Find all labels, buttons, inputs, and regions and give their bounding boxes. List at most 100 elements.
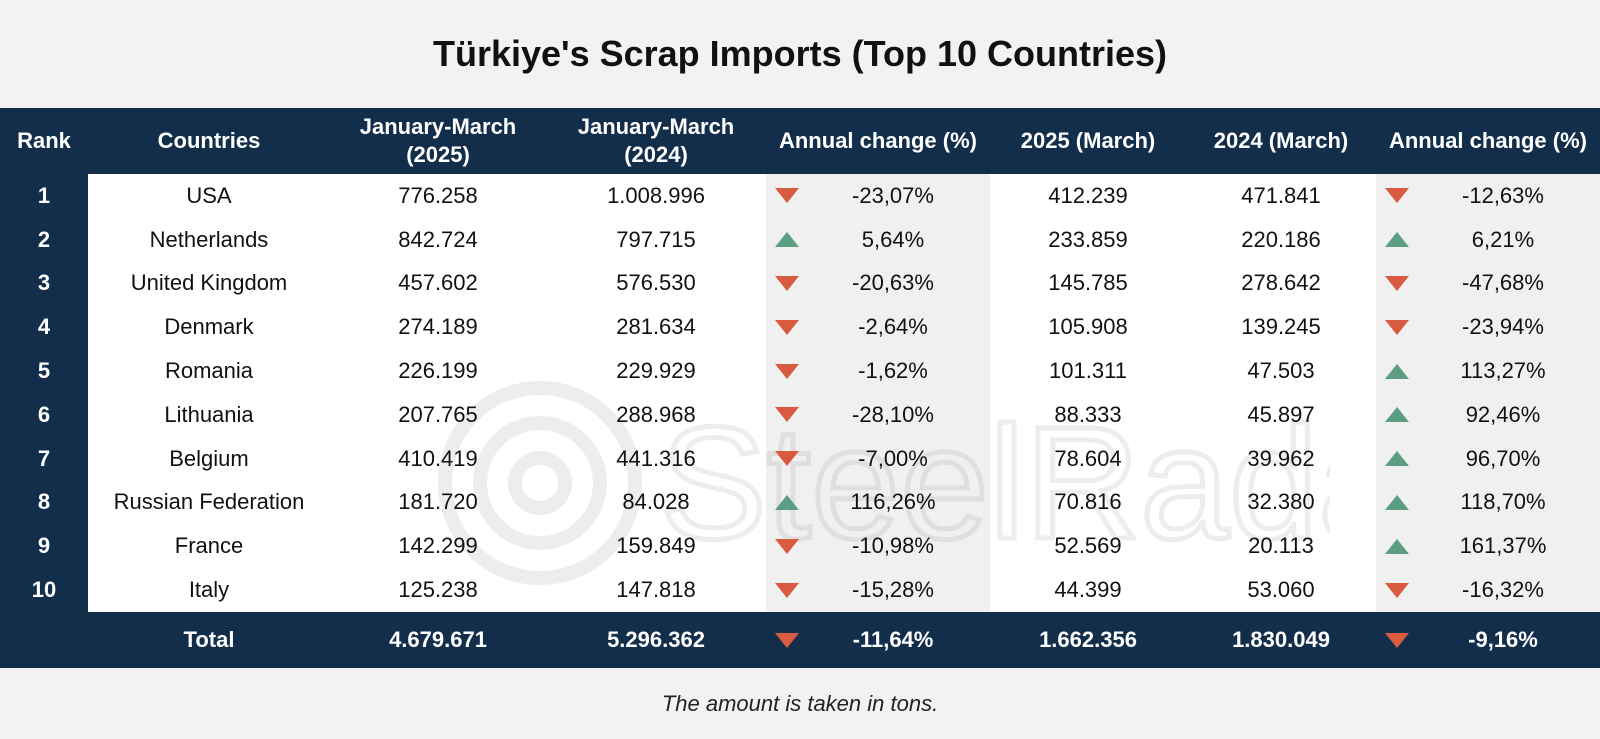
country-cell: Denmark — [164, 314, 254, 340]
march-2024-cell: 471.841 — [1241, 182, 1321, 208]
march-change-up-arrow-icon — [1385, 232, 1409, 248]
q1-2024-cell: 84.028 — [622, 489, 690, 515]
rank-cell: 7 — [37, 445, 51, 471]
rank-cell: 2 — [37, 226, 51, 252]
total-march-2025: 1.662.356 — [1039, 627, 1137, 652]
march-2025-cell: 88.333 — [1054, 401, 1122, 427]
chart-title: Türkiye's Scrap Imports (Top 10 Countrie… — [432, 33, 1168, 74]
country-cell: USA — [186, 182, 232, 208]
q1-2024-cell: 797.715 — [616, 226, 696, 252]
q1-2024-cell: 159.849 — [616, 533, 696, 559]
q1-2024-cell: 147.818 — [616, 577, 696, 603]
march-change-down-arrow-icon — [1385, 188, 1409, 204]
q1-2025-cell: 142.299 — [398, 533, 478, 559]
march-change-cell: 113,27% — [1460, 358, 1546, 384]
march-change-down-arrow-icon — [1385, 276, 1409, 291]
q1-change-down-arrow-icon — [775, 319, 799, 335]
total-march-2024: 1.830.049 — [1232, 627, 1330, 652]
total-q1-2025: 4.679.671 — [389, 627, 487, 652]
march-2025-cell: 52.569 — [1054, 533, 1122, 559]
header-march-2025: 2025 (March) — [1020, 128, 1156, 153]
q1-change-down-arrow-icon — [775, 582, 799, 598]
q1-change-cell: -28,10% — [852, 401, 934, 427]
q1-2024-cell: 281.634 — [616, 314, 696, 340]
march-2024-cell: 53.060 — [1247, 577, 1315, 603]
header-march-2024: 2024 (March) — [1213, 128, 1349, 153]
march-change-down-arrow-icon — [1385, 319, 1409, 335]
header-rank: Rank — [17, 128, 71, 153]
q1-change-cell: -20,63% — [852, 270, 934, 296]
march-change-cell: 118,70% — [1460, 489, 1546, 515]
header-q1-2024: January-March (2024) — [577, 114, 735, 167]
q1-2025-cell: 457.602 — [398, 270, 478, 296]
q1-change-cell: 116,26% — [850, 489, 936, 515]
march-2025-cell: 44.399 — [1054, 577, 1122, 603]
country-cell: Italy — [188, 577, 230, 603]
q1-change-down-arrow-icon — [775, 451, 799, 467]
total-q1-change-down-arrow-icon — [775, 632, 799, 648]
country-cell: Lithuania — [164, 401, 254, 427]
q1-2025-cell: 226.199 — [398, 358, 478, 384]
unit-note: The amount is taken in tons. — [661, 690, 939, 716]
march-change-cell: -23,94% — [1462, 314, 1544, 340]
march-change-up-arrow-icon — [1385, 495, 1409, 510]
country-cell: France — [174, 533, 244, 559]
country-cell: Russian Federation — [113, 489, 305, 515]
total-march-change-down-arrow-icon — [1385, 632, 1409, 648]
march-2024-cell: 278.642 — [1241, 270, 1321, 296]
total-label: Total — [183, 627, 235, 652]
march-2025-cell: 412.239 — [1048, 182, 1128, 208]
q1-change-cell: -10,98% — [852, 533, 934, 559]
q1-2025-cell: 207.765 — [398, 401, 478, 427]
q1-2025-cell: 842.724 — [398, 226, 478, 252]
q1-change-cell: -23,07% — [852, 182, 934, 208]
q1-2025-cell: 274.189 — [398, 314, 478, 340]
march-2025-cell: 70.816 — [1054, 489, 1122, 515]
rank-cell: 3 — [37, 270, 51, 296]
rank-cell: 8 — [37, 489, 51, 515]
march-change-up-arrow-icon — [1385, 363, 1409, 379]
q1-change-column-bg — [766, 174, 990, 612]
q1-change-down-arrow-icon — [775, 407, 799, 423]
march-2024-cell: 32.380 — [1247, 489, 1315, 515]
q1-2024-cell: 576.530 — [616, 270, 696, 296]
march-change-up-arrow-icon — [1385, 538, 1409, 554]
rank-cell: 5 — [37, 358, 51, 384]
march-change-cell: 161,37% — [1459, 533, 1547, 559]
total-q1-2024: 5.296.362 — [607, 627, 705, 652]
q1-change-cell: -1,62% — [858, 358, 928, 384]
march-2024-cell: 39.962 — [1247, 445, 1315, 471]
q1-change-cell: -15,28% — [852, 577, 934, 603]
q1-2025-cell: 181.720 — [398, 489, 478, 515]
table-header — [0, 108, 1600, 174]
country-cell: Netherlands — [149, 226, 269, 252]
rank-cell: 10 — [31, 577, 57, 603]
march-2024-cell: 45.897 — [1247, 401, 1315, 427]
q1-2025-cell: 776.258 — [398, 182, 478, 208]
total-q1-change: -11,64% — [852, 627, 934, 652]
country-cell: Romania — [164, 358, 254, 384]
country-cell: United Kingdom — [130, 270, 288, 296]
q1-2024-cell: 441.316 — [616, 445, 696, 471]
march-2024-cell: 47.503 — [1247, 358, 1315, 384]
q1-2024-cell: 1.008.996 — [607, 182, 705, 208]
march-change-cell: -12,63% — [1462, 182, 1544, 208]
march-change-column-bg — [1376, 174, 1600, 612]
q1-change-down-arrow-icon — [775, 363, 799, 379]
country-cell: Belgium — [169, 445, 249, 471]
march-2025-cell: 78.604 — [1054, 445, 1122, 471]
header-march-change: Annual change (%) — [1388, 128, 1587, 153]
q1-2025-cell: 410.419 — [398, 445, 478, 471]
march-2025-cell: 145.785 — [1048, 270, 1128, 296]
march-change-cell: 6,21% — [1471, 226, 1535, 252]
march-change-up-arrow-icon — [1385, 451, 1409, 467]
march-change-cell: 92,46% — [1465, 401, 1541, 427]
march-2025-cell: 105.908 — [1048, 314, 1128, 340]
march-2025-cell: 233.859 — [1048, 226, 1128, 252]
total-row-bg — [0, 612, 1600, 668]
march-2024-cell: 220.186 — [1241, 226, 1321, 252]
march-2025-cell: 101.311 — [1049, 358, 1127, 384]
march-2024-cell: 139.245 — [1241, 314, 1321, 340]
rank-cell: 9 — [37, 533, 51, 559]
